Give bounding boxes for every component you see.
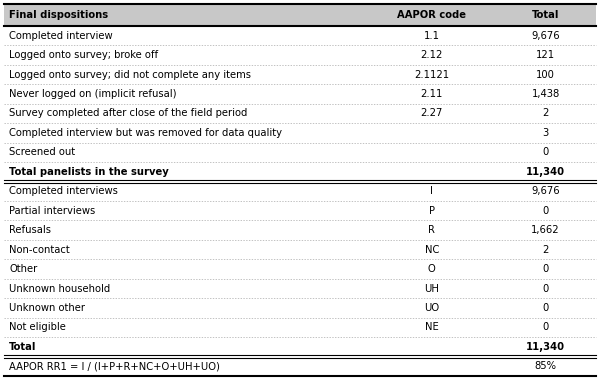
Text: NC: NC [425,245,439,255]
Text: 2.27: 2.27 [421,109,443,119]
Text: Total: Total [532,10,559,20]
Text: Final dispositions: Final dispositions [9,10,108,20]
Text: 1,438: 1,438 [532,89,560,99]
Text: 1.1: 1.1 [424,31,440,41]
Text: 0: 0 [542,206,549,216]
Text: 0: 0 [542,283,549,293]
Text: 2.12: 2.12 [421,50,443,60]
Text: Not eligible: Not eligible [9,322,66,332]
Text: P: P [429,206,435,216]
Text: Survey completed after close of the field period: Survey completed after close of the fiel… [9,109,247,119]
Text: R: R [428,225,435,235]
Text: 2.11: 2.11 [421,89,443,99]
Text: Completed interview: Completed interview [9,31,113,41]
Text: Unknown household: Unknown household [9,283,110,293]
Text: 1,662: 1,662 [532,225,560,235]
Text: 0: 0 [542,147,549,157]
Text: 100: 100 [536,70,555,80]
Text: AAPOR code: AAPOR code [397,10,466,20]
Text: Unknown other: Unknown other [9,303,85,313]
Bar [4,4,596,26]
Text: UO: UO [424,303,439,313]
Text: I: I [430,186,433,196]
Text: 2.1121: 2.1121 [414,70,449,80]
Text: Never logged on (implicit refusal): Never logged on (implicit refusal) [9,89,176,99]
Text: Non-contact: Non-contact [9,245,70,255]
Text: Screened out: Screened out [9,147,75,157]
Text: Logged onto survey; did not complete any items: Logged onto survey; did not complete any… [9,70,251,80]
Text: O: O [428,264,436,274]
Text: Other: Other [9,264,37,274]
Text: 85%: 85% [535,361,557,371]
Text: NE: NE [425,322,439,332]
Text: 9,676: 9,676 [532,186,560,196]
Text: 2: 2 [542,109,549,119]
Text: 0: 0 [542,322,549,332]
Text: Logged onto survey; broke off: Logged onto survey; broke off [9,50,158,60]
Text: AAPOR RR1 = I / (I+P+R+NC+O+UH+UO): AAPOR RR1 = I / (I+P+R+NC+O+UH+UO) [9,361,220,371]
Text: 2: 2 [542,245,549,255]
Text: UH: UH [424,283,439,293]
Text: 0: 0 [542,264,549,274]
Text: Partial interviews: Partial interviews [9,206,95,216]
Text: Completed interview but was removed for data quality: Completed interview but was removed for … [9,128,282,138]
Text: 0: 0 [542,303,549,313]
Text: 11,340: 11,340 [526,342,565,352]
Text: 11,340: 11,340 [526,167,565,177]
Text: 3: 3 [542,128,549,138]
Text: 121: 121 [536,50,555,60]
Text: Refusals: Refusals [9,225,51,235]
Text: Total: Total [9,342,37,352]
Text: 9,676: 9,676 [532,31,560,41]
Text: Completed interviews: Completed interviews [9,186,118,196]
Text: Total panelists in the survey: Total panelists in the survey [9,167,169,177]
